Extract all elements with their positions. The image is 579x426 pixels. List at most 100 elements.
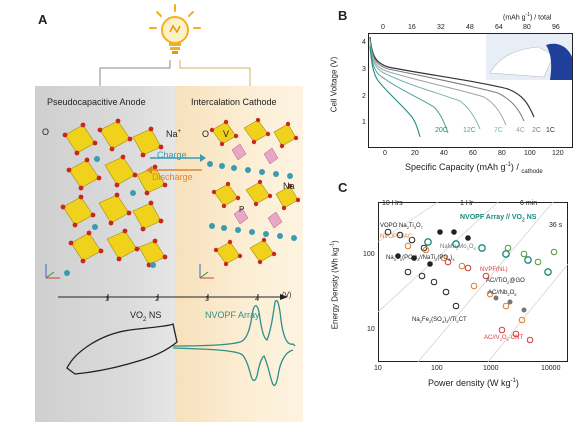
time-label-1hr: 1 Hr [460, 200, 474, 207]
curve-4c [369, 40, 507, 126]
curve-12c [369, 44, 449, 134]
vo2-text: VO [130, 310, 144, 320]
panel-a-letter: A [38, 12, 48, 27]
ref-label-namnmo: NaMn2Mo2O6 [440, 244, 476, 252]
vo2-ns-label: VO2 NS [130, 310, 161, 323]
cv-curves [66, 300, 296, 387]
na-text: Na [166, 129, 178, 139]
top-unit-text: (mAh g [503, 14, 526, 22]
rate-label-1c: 1C [546, 127, 555, 134]
ref-label-nvpf-nl: NVPF(NL) [480, 267, 508, 273]
cathode-crystal-structure [207, 118, 300, 267]
c-xlabel-sup: -1 [510, 378, 516, 384]
top-unit-tail: ) / total [530, 14, 552, 22]
anode-title: Pseudocapacitive Anode [47, 97, 146, 107]
b-ylabel: Cell Voltage (V) [329, 56, 339, 113]
top-tick-96: 96 [552, 24, 560, 31]
na-plus-label: Na+ [166, 129, 181, 139]
b-xlabel-sub: cathode [521, 168, 543, 175]
na-sup: + [177, 129, 182, 135]
curve-2c [369, 38, 525, 122]
c-xlabel-tail: ) [515, 378, 519, 388]
curve-20c [369, 46, 421, 138]
panel-b-letter: B [338, 8, 348, 23]
vo2-sub: 2 [143, 316, 147, 323]
c-ylabel-tail: ) [330, 240, 340, 244]
axes-triad-right [199, 264, 214, 279]
c-xtick-1000: 1000 [483, 365, 499, 372]
nvopf-cv-curve [172, 300, 296, 387]
b-xtick-120: 120 [552, 150, 564, 157]
top-unit-sup: -1 [525, 12, 531, 18]
c-plot [378, 202, 568, 362]
time-label-6min: 6 min [520, 200, 538, 207]
top-tick-16: 16 [408, 24, 416, 31]
nvopf-array-label: NVOPF Array [205, 310, 260, 320]
b-xlabel-tail: ) [510, 162, 514, 172]
top-tick-48: 48 [466, 24, 474, 31]
discharge-label: Discharge [152, 172, 193, 182]
c-plot-frame [378, 202, 568, 362]
ours-label-main: NVOPF Array // VO [460, 214, 522, 221]
ours-label-tail: NS [524, 214, 537, 221]
top-tick-32: 32 [437, 24, 445, 31]
b-plot [368, 33, 573, 148]
ref-label-ac-nb2o5: AC//Nb2O5 [488, 290, 517, 298]
b-xtick-20: 20 [411, 150, 419, 157]
voltage-axis [58, 294, 288, 300]
atom-label-o-left: O [42, 127, 50, 137]
atom-label-v: V [223, 129, 230, 139]
c-xtick-100: 100 [431, 365, 443, 372]
atom-label-o-right: O [202, 129, 210, 139]
c-ytick-10: 10 [367, 326, 375, 333]
atom-label-p: P [239, 205, 245, 214]
b-xtick-100: 100 [524, 150, 536, 157]
top-tick-0: 0 [381, 24, 385, 31]
c-ylabel-main: Energy Density (Wh kg [330, 247, 340, 330]
atom-label-na-right: Na [283, 181, 295, 191]
b-xlabel: Specific Capacity (mAh g-1) / cathode [405, 162, 543, 175]
c-xlabel-main: Power density (W kg [428, 378, 511, 388]
time-label-36s: 36 s [549, 222, 563, 229]
b-xlabel-main: Specific Capacity (mAh g [405, 162, 506, 172]
vo2-cv-curve [66, 322, 178, 375]
voltage-tick-4: 4 [255, 296, 259, 303]
b-ytick-4: 4 [362, 39, 366, 46]
b-ytick-1: 1 [362, 119, 366, 126]
b-xlabel-sup: -1 [505, 162, 511, 168]
c-xtick-10000: 10000 [541, 365, 561, 372]
rate-label-4c: 4C [516, 127, 525, 134]
b-ytick-3: 3 [362, 66, 366, 73]
ours-series-label: NVOPF Array // VO2 NS [460, 214, 536, 223]
panel-a: A Pseudocapacitive Anode Intercalation C… [35, 4, 303, 422]
cathode-title: Intercalation Cathode [191, 97, 277, 107]
anode-crystal-structure [60, 118, 168, 276]
rate-label-20c: 20C [435, 127, 448, 134]
rate-label-2c: 2C [532, 127, 541, 134]
curve-1c [369, 36, 535, 118]
c-ytick-100: 100 [363, 251, 375, 258]
ref-label-nvopf-ac: NVOPF//AC [380, 234, 413, 240]
c-xlabel: Power density (W kg-1) [428, 378, 519, 388]
top-tick-64: 64 [495, 24, 503, 31]
b-xtick-80: 80 [498, 150, 506, 157]
panel-c: C Energy Density (Wh kg-1) [320, 180, 579, 426]
ref-label-ac-v2o5: AC//V2O5-CNT [484, 335, 524, 343]
c-xtick-10: 10 [374, 365, 382, 372]
c-ylabel-sup: -1 [329, 243, 336, 248]
top-tick-80: 80 [523, 24, 531, 31]
light-bulb-icon [149, 4, 201, 54]
time-label-10hrs: 10 Hrs [382, 200, 403, 207]
voltage-tick-2: 2 [155, 296, 159, 303]
rate-label-12c: 12C [463, 127, 476, 134]
vo2-suffix: NS [146, 310, 162, 320]
axes-triad-left [45, 264, 60, 279]
top-axis-unit: (mAh g-1) / total [503, 12, 551, 21]
curve-7c [369, 42, 481, 130]
ref-label-ac-tio2: AC//TiO2@GO [486, 278, 525, 286]
panel-c-letter: C [338, 180, 348, 195]
b-ytick-2: 2 [362, 93, 366, 100]
ref-label-vopo: VOPO Na2Ti3O7 [380, 223, 423, 231]
b-xtick-0: 0 [383, 150, 387, 157]
panel-b: B 0 16 32 48 64 80 96 (mAh g-1) / total … [320, 0, 579, 190]
